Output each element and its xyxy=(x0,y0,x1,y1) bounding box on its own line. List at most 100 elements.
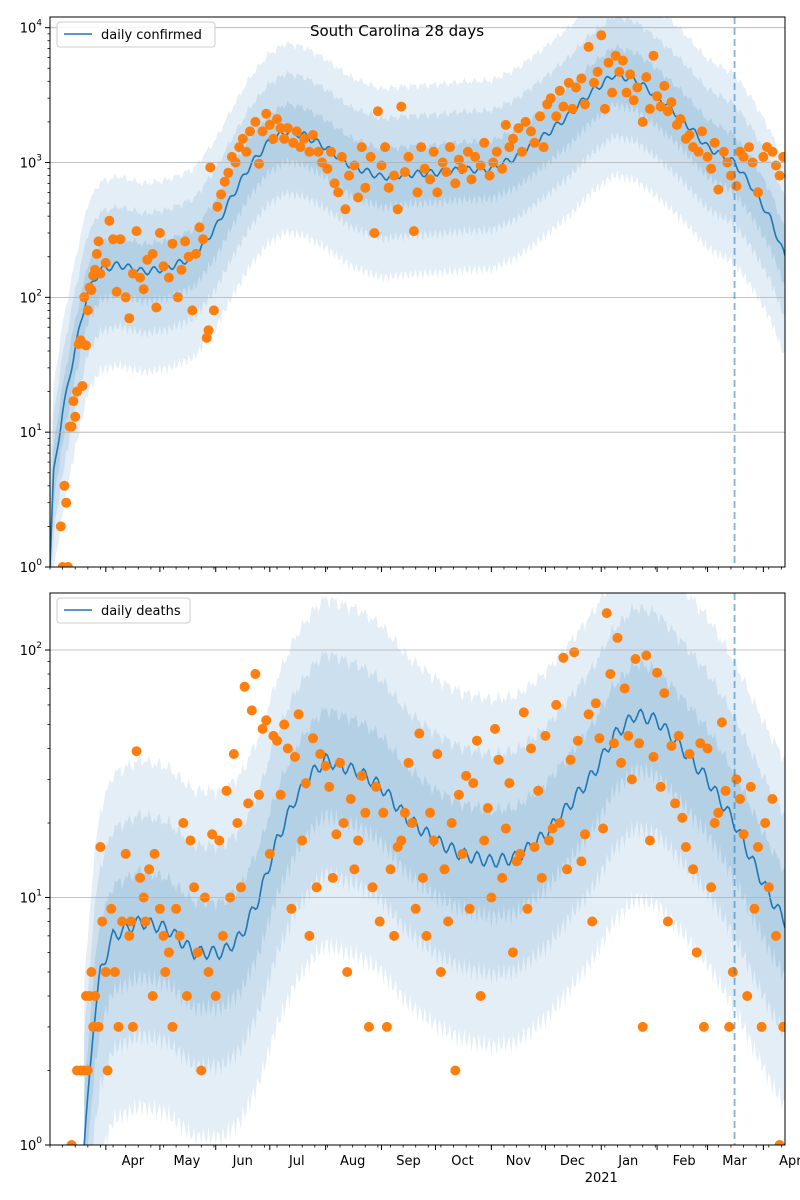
observed-point xyxy=(254,789,264,800)
observed-point xyxy=(648,50,659,61)
observed-point xyxy=(178,818,189,828)
observed-point xyxy=(158,261,169,272)
observed-point xyxy=(275,789,286,800)
x-tick-label: Apr xyxy=(779,1154,800,1169)
observed-point xyxy=(290,751,300,762)
observed-point xyxy=(482,803,493,813)
observed-point xyxy=(187,305,198,316)
observed-point xyxy=(592,66,603,77)
observed-point xyxy=(135,872,146,883)
observed-point xyxy=(243,798,254,809)
observed-point xyxy=(198,234,209,245)
observed-point xyxy=(174,930,185,941)
observed-point xyxy=(147,991,158,1001)
observed-point xyxy=(603,57,614,68)
observed-point xyxy=(100,257,111,268)
observed-point xyxy=(571,82,581,93)
observed-point xyxy=(234,142,245,153)
observed-point xyxy=(461,770,472,781)
observed-point xyxy=(605,669,616,679)
observed-point xyxy=(144,864,155,875)
observed-point xyxy=(475,160,486,171)
observed-point xyxy=(718,146,729,157)
observed-point xyxy=(632,82,643,93)
observed-point xyxy=(210,991,221,1001)
observed-point xyxy=(652,667,663,678)
observed-point xyxy=(407,818,418,828)
observed-point xyxy=(697,126,708,137)
observed-point xyxy=(268,133,279,144)
observed-point xyxy=(353,192,364,203)
observed-point xyxy=(425,807,436,818)
observed-point xyxy=(713,184,724,195)
observed-point xyxy=(435,967,446,977)
observed-point xyxy=(727,967,738,977)
observed-point xyxy=(470,151,481,162)
observed-point xyxy=(329,178,340,189)
observed-point xyxy=(333,187,344,198)
observed-point xyxy=(612,632,623,643)
observed-point xyxy=(508,947,518,958)
observed-point xyxy=(462,146,473,157)
observed-point xyxy=(389,170,400,181)
observed-point xyxy=(619,683,630,694)
observed-point xyxy=(763,882,774,893)
observed-point xyxy=(181,991,192,1001)
observed-point xyxy=(138,284,149,295)
observed-point xyxy=(439,864,450,875)
observed-point xyxy=(479,835,490,846)
observed-point xyxy=(212,201,223,212)
x-tick-label: Sep xyxy=(396,1154,421,1169)
x-tick-label: Oct xyxy=(451,1154,473,1169)
observed-point xyxy=(425,174,436,185)
observed-point xyxy=(261,715,272,726)
observed-point xyxy=(239,681,250,692)
observed-point xyxy=(753,187,763,198)
observed-point xyxy=(706,163,717,174)
observed-point xyxy=(628,95,639,106)
observed-point xyxy=(149,848,160,859)
observed-point xyxy=(131,226,142,237)
observed-point xyxy=(518,707,529,718)
observed-point xyxy=(236,882,246,893)
observed-point xyxy=(626,774,637,785)
observed-point xyxy=(702,743,713,754)
observed-point xyxy=(250,669,261,679)
x-tick-label: Dec xyxy=(560,1154,585,1169)
uncertainty-band xyxy=(50,43,785,567)
observed-point xyxy=(738,829,749,840)
observed-point xyxy=(311,882,322,893)
observed-point xyxy=(572,735,583,746)
observed-point xyxy=(522,903,533,914)
observed-point xyxy=(66,1140,77,1145)
observed-point xyxy=(338,818,349,828)
observed-point xyxy=(95,268,106,279)
observed-point xyxy=(497,163,508,174)
observed-point xyxy=(758,151,769,162)
observed-point xyxy=(95,842,106,852)
observed-point xyxy=(520,116,531,127)
observed-point xyxy=(410,903,421,914)
observed-point xyxy=(767,146,778,157)
observed-point xyxy=(154,228,165,238)
observed-point xyxy=(641,650,652,661)
legend: daily confirmed xyxy=(56,21,216,48)
observed-point xyxy=(691,947,702,958)
observed-point xyxy=(109,967,120,977)
observed-point xyxy=(562,864,572,875)
observed-point xyxy=(336,151,347,162)
observed-point xyxy=(565,754,576,765)
observed-point xyxy=(55,521,66,532)
observed-point xyxy=(659,688,670,699)
observed-point xyxy=(257,126,268,137)
observed-point xyxy=(190,248,201,259)
observed-point xyxy=(688,864,699,875)
observed-point xyxy=(545,93,556,104)
observed-point xyxy=(147,248,158,259)
observed-point xyxy=(706,882,717,893)
observed-point xyxy=(774,170,785,181)
observed-point xyxy=(326,146,336,157)
observed-point xyxy=(216,189,227,200)
x-tick-label: Jul xyxy=(288,1154,305,1169)
observed-point xyxy=(444,142,455,153)
